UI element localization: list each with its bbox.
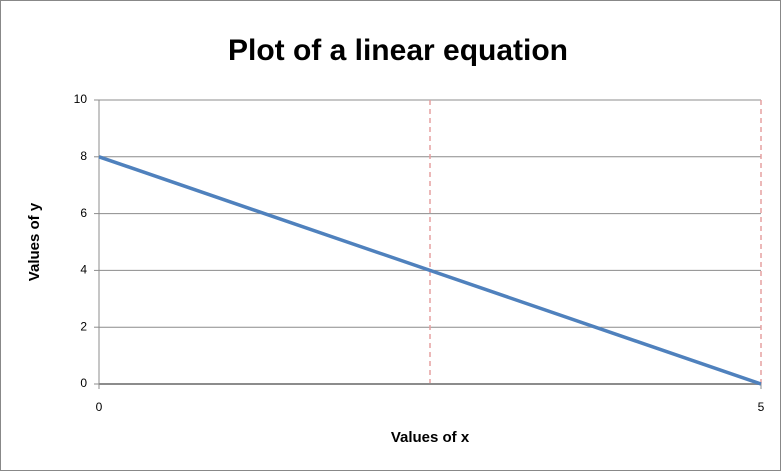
x-tick-label: 0 bbox=[96, 400, 103, 414]
y-tick-label: 6 bbox=[80, 206, 87, 220]
y-axis-label: Values of y bbox=[26, 202, 43, 281]
chart-title: Plot of a linear equation bbox=[228, 34, 568, 67]
x-tick-label: 5 bbox=[758, 400, 765, 414]
y-tick-label: 10 bbox=[74, 92, 88, 106]
x-axis-label: Values of x bbox=[391, 429, 470, 446]
y-tick-label: 8 bbox=[80, 149, 87, 163]
y-tick-label: 2 bbox=[80, 319, 87, 333]
y-tick-label: 4 bbox=[80, 263, 87, 277]
y-tick-label: 0 bbox=[80, 376, 87, 390]
line-series bbox=[98, 155, 762, 386]
